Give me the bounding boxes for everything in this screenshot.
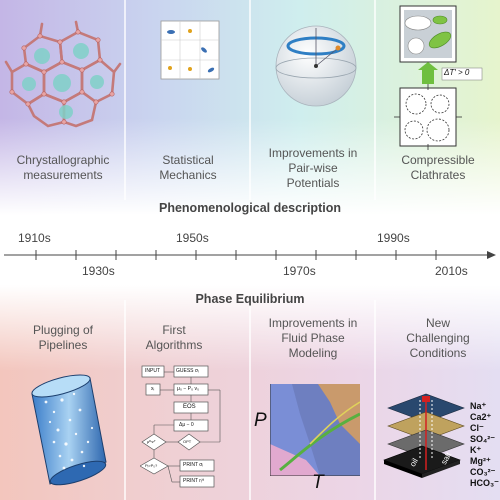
reservoir-layers-illustration [383,393,465,478]
ion-label-ca: Ca2⁺ [470,412,492,422]
flow-xi-label: xᵢ [151,386,155,392]
flow-opt-label: OPT [183,439,192,444]
ion-label-so4: SO₄²⁻ [470,434,496,444]
phase-equilibrium-header: Phase Equilibrium [195,292,305,306]
year-2010s: 2010s [435,264,468,278]
flow-dmu-label: Δμ − 0 [179,422,194,428]
year-1910s: 1910s [18,231,51,245]
algorithm-flowchart [140,365,221,488]
ion-label-mg: Mg²⁺ [470,456,491,466]
flow-eos-label: EOS [183,404,196,410]
flow-print-p-label: PRINT σᵢ [183,462,204,468]
topic-compressible-clathrates: Compressible Clathrates [401,153,475,182]
timeline-axis [4,250,496,260]
pair-potential-sphere-illustration [275,25,357,107]
flow-print-r-label: PRINT rᵢᴴ [183,478,204,484]
topic-crystallographic: Chrystallographic measurements [16,153,110,182]
year-1930s: 1930s [82,264,115,278]
flow-guess-label: GUESS σᵢ [176,368,199,374]
year-1990s: 1990s [377,231,410,245]
ion-label-co3: CO₃²⁻ [470,467,496,477]
topic-pair-wise-potentials: Improvements in Pair-wise Potentials [268,146,358,190]
topic-first-algorithms: First Algorithms [145,323,203,352]
ion-label-na: Na⁺ [470,401,487,411]
temperature-axis-label: T [312,472,324,493]
pipeline-illustration [31,374,107,486]
flow-mu-label: μ₀ − P₀ v₀ [177,386,200,392]
crystal-structure-illustration [4,20,122,128]
ion-label-cl: Cl⁻ [470,423,484,433]
lattice-sites-illustration [160,20,220,80]
flow-input-label: INPUT [145,368,160,374]
topic-challenging-conditions: New Challenging Conditions [406,316,470,360]
phenomenological-header: Phenomenological description [159,201,341,215]
topic-fluid-phase-modeling: Improvements in Fluid Phase Modeling [268,316,358,360]
ion-label-hco3: HCO₃⁻ [470,478,499,488]
year-1950s: 1950s [176,231,209,245]
pressure-axis-label: P [254,410,267,431]
year-1970s: 1970s [283,264,316,278]
ion-label-k: K⁺ [470,445,482,455]
topic-statistical-mechanics: Statistical Mechanics [159,153,217,182]
flow-mdp-label: μᴰᴪᵀ [147,439,156,444]
flow-pmin-label: Pᵢ>P₀? [145,463,158,468]
delta-t-label: ΔT′ > 0 [444,68,470,77]
compressible-clathrate-illustration [394,5,483,150]
topic-plugging-pipelines: Plugging of Pipelines [32,323,94,352]
phase-diagram-illustration [270,384,360,476]
